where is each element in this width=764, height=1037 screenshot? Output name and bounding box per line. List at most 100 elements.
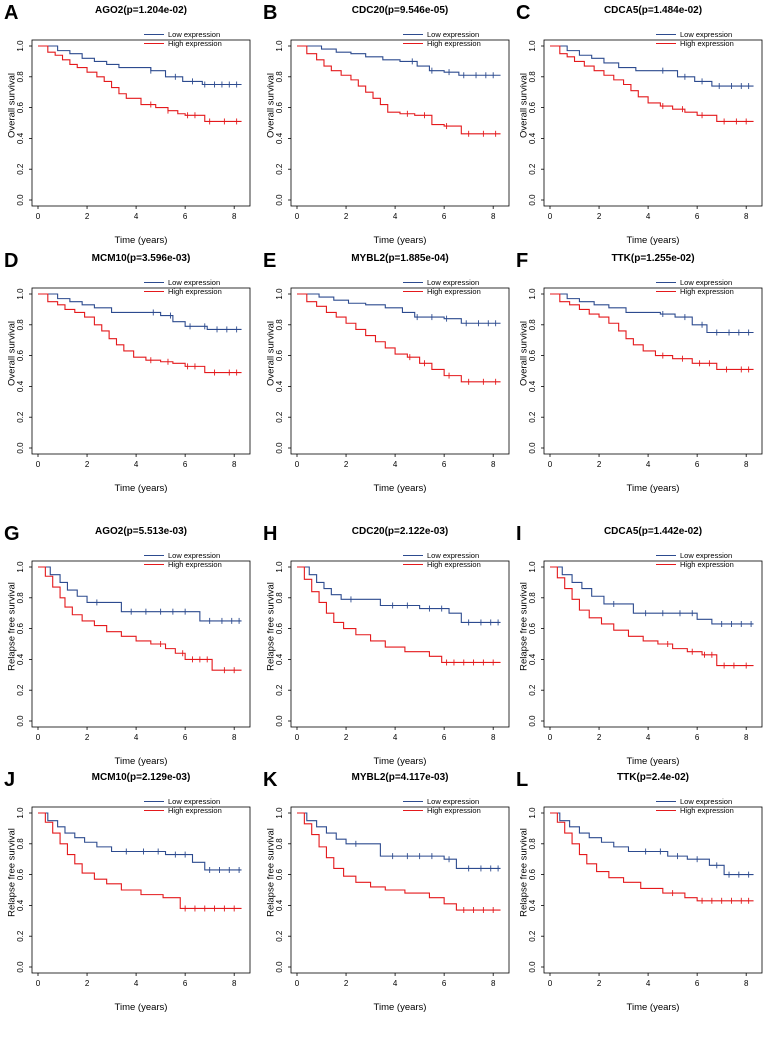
series-line-low bbox=[550, 45, 754, 87]
x-tick-label: 6 bbox=[183, 460, 188, 469]
x-tick-label: 2 bbox=[344, 212, 349, 221]
legend-line-high bbox=[144, 43, 164, 44]
x-tick-label: 6 bbox=[695, 733, 700, 742]
panel-label: L bbox=[516, 769, 529, 791]
legend-item-high: High expression bbox=[403, 287, 481, 296]
series-line-low bbox=[550, 812, 754, 876]
x-tick-label: 8 bbox=[744, 460, 749, 469]
legend-label-high: High expression bbox=[427, 287, 481, 296]
x-axis-label: Time (years) bbox=[114, 756, 168, 767]
plot-frame bbox=[290, 287, 510, 455]
y-tick-label: 0.6 bbox=[275, 349, 284, 361]
series-line-high bbox=[38, 45, 242, 123]
y-tick-label: 0.4 bbox=[16, 380, 25, 392]
x-tick-label: 4 bbox=[646, 460, 651, 469]
plot-frame bbox=[543, 39, 763, 207]
panel-K: 0.0 0.2 0.4 0.6 0.8 1.0 0 2 4 6 8 K MYBL2(p=4.117e-0… bbox=[259, 769, 510, 1024]
y-tick-label: 0.0 bbox=[275, 715, 284, 727]
y-tick-label: 0.6 bbox=[16, 101, 25, 113]
y-tick-label: 0.0 bbox=[16, 442, 25, 454]
y-axis-label: Overall survival bbox=[518, 73, 530, 138]
x-axis-label: Time (years) bbox=[373, 756, 427, 767]
chart-title: CDCA5(p=1.442e-02) bbox=[603, 526, 703, 537]
y-tick-label: 0.6 bbox=[16, 868, 25, 880]
legend: Low expression High expression bbox=[144, 797, 222, 815]
x-tick-label: 4 bbox=[134, 733, 139, 742]
legend: Low expression High expression bbox=[656, 551, 734, 569]
x-axis-label: Time (years) bbox=[626, 1002, 680, 1013]
y-tick-label: 0.0 bbox=[528, 194, 537, 206]
y-tick-label: 0.0 bbox=[275, 961, 284, 973]
legend: Low expression High expression bbox=[403, 551, 481, 569]
plot-frame bbox=[543, 287, 763, 455]
x-axis-label: Time (years) bbox=[373, 483, 427, 494]
legend-line-high bbox=[403, 564, 423, 565]
plot-frame bbox=[290, 560, 510, 728]
y-axis-label: Overall survival bbox=[265, 321, 277, 386]
chart-title: MCM10(p=3.596e-03) bbox=[91, 253, 191, 264]
plot-frame bbox=[31, 287, 251, 455]
y-tick-label: 0.0 bbox=[16, 194, 25, 206]
legend-label-low: Low expression bbox=[680, 278, 733, 287]
y-tick-label: 0.8 bbox=[16, 838, 25, 850]
x-axis-label: Time (years) bbox=[114, 483, 168, 494]
legend-item-high: High expression bbox=[403, 39, 481, 48]
series-line-low bbox=[297, 293, 501, 324]
y-tick-label: 0.8 bbox=[528, 71, 537, 83]
legend-item-high: High expression bbox=[403, 560, 481, 569]
legend-line-high bbox=[656, 291, 676, 292]
panel-G: 0.0 0.2 0.4 0.6 0.8 1.0 0 2 4 6 8 G AGO2(p=5.513e-03… bbox=[0, 523, 251, 778]
legend-line-low bbox=[656, 555, 676, 556]
panel-A: 0.0 0.2 0.4 0.6 0.8 1.0 0 2 4 6 8 A AGO2(p=1.204e-02… bbox=[0, 2, 251, 257]
x-tick-label: 4 bbox=[646, 212, 651, 221]
km-plot: 0.0 0.2 0.4 0.6 0.8 1.0 0 2 4 6 8 bbox=[275, 806, 510, 988]
y-tick-label: 0.8 bbox=[16, 592, 25, 604]
legend-item-low: Low expression bbox=[144, 797, 222, 806]
legend-item-low: Low expression bbox=[403, 797, 481, 806]
legend: Low expression High expression bbox=[656, 278, 734, 296]
x-tick-label: 8 bbox=[744, 979, 749, 988]
y-tick-label: 0.6 bbox=[528, 349, 537, 361]
legend-item-low: Low expression bbox=[144, 551, 222, 560]
x-tick-label: 4 bbox=[134, 460, 139, 469]
legend-line-high bbox=[144, 564, 164, 565]
y-tick-label: 0.6 bbox=[275, 101, 284, 113]
y-tick-label: 0.6 bbox=[275, 622, 284, 634]
y-tick-label: 0.6 bbox=[16, 349, 25, 361]
x-tick-label: 2 bbox=[85, 733, 90, 742]
y-tick-label: 1.0 bbox=[275, 288, 284, 300]
series-line-low bbox=[38, 45, 242, 86]
x-tick-label: 0 bbox=[36, 460, 41, 469]
series-line-high bbox=[297, 566, 501, 664]
y-tick-label: 0.4 bbox=[275, 899, 284, 911]
y-tick-label: 1.0 bbox=[275, 40, 284, 52]
series-line-high bbox=[297, 45, 501, 135]
legend: Low expression High expression bbox=[144, 30, 222, 48]
y-tick-label: 0.4 bbox=[528, 132, 537, 144]
legend-label-low: Low expression bbox=[680, 30, 733, 39]
legend-line-high bbox=[144, 810, 164, 811]
x-tick-label: 8 bbox=[744, 733, 749, 742]
y-tick-label: 0.8 bbox=[275, 592, 284, 604]
y-tick-label: 0.2 bbox=[528, 930, 537, 942]
x-tick-label: 2 bbox=[85, 460, 90, 469]
km-plot: 0.0 0.2 0.4 0.6 0.8 1.0 0 2 4 6 8 bbox=[528, 39, 763, 221]
x-tick-label: 4 bbox=[134, 979, 139, 988]
legend-item-high: High expression bbox=[656, 806, 734, 815]
legend-label-low: Low expression bbox=[427, 30, 480, 39]
legend-label-high: High expression bbox=[168, 287, 222, 296]
km-plot: 0.0 0.2 0.4 0.6 0.8 1.0 0 2 4 6 8 bbox=[528, 560, 763, 742]
y-tick-label: 0.6 bbox=[528, 622, 537, 634]
panel-label: G bbox=[4, 523, 20, 545]
x-tick-label: 2 bbox=[344, 733, 349, 742]
legend-item-low: Low expression bbox=[144, 278, 222, 287]
plot-frame bbox=[290, 39, 510, 207]
y-tick-label: 1.0 bbox=[16, 40, 25, 52]
km-plot: 0.0 0.2 0.4 0.6 0.8 1.0 0 2 4 6 8 bbox=[16, 560, 251, 742]
series-line-low bbox=[297, 812, 501, 869]
x-tick-label: 0 bbox=[295, 979, 300, 988]
x-tick-label: 0 bbox=[295, 212, 300, 221]
legend-line-low bbox=[656, 34, 676, 35]
chart-title: MYBL2(p=4.117e-03) bbox=[351, 772, 449, 783]
y-tick-label: 0.0 bbox=[275, 194, 284, 206]
